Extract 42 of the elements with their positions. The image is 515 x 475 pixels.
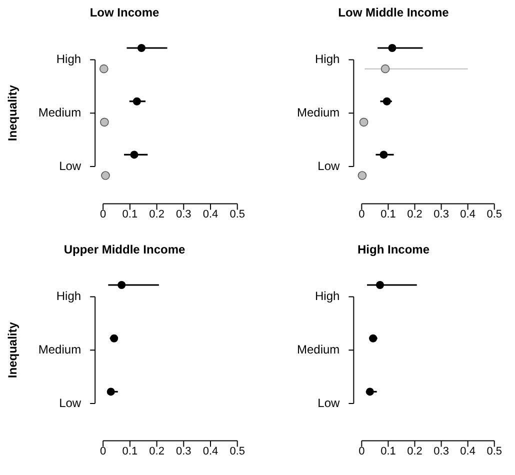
- y-tick-label: Medium: [296, 342, 340, 356]
- x-tick-label: 0.4: [202, 445, 218, 458]
- x-tick-label: 0.2: [407, 208, 422, 220]
- y-tick-label: High: [56, 289, 82, 304]
- x-tick-label: 0.1: [380, 208, 396, 220]
- y-axis-title: Inequality: [6, 322, 20, 378]
- y-tick-label: High: [314, 52, 340, 66]
- y-tick-label: Low: [318, 396, 340, 410]
- chart-title: Low Income: [90, 6, 160, 20]
- x-tick-label: 0: [100, 445, 106, 458]
- x-tick-label: 0: [358, 208, 365, 220]
- x-tick-label: 0.4: [460, 208, 476, 220]
- x-tick-label: 0.1: [122, 445, 138, 458]
- x-tick-label: 0.2: [149, 208, 164, 220]
- chart-title: Upper Middle Income: [64, 242, 186, 257]
- x-tick-label: 0.2: [407, 445, 422, 458]
- x-tick-label: 0.5: [230, 208, 246, 220]
- x-tick-label: 0.2: [149, 445, 164, 458]
- x-tick-label: 0.1: [122, 208, 138, 220]
- y-tick-label: Medium: [38, 342, 82, 356]
- x-tick-label: 0.5: [486, 445, 502, 458]
- y-tick-label: Low: [318, 158, 340, 173]
- x-tick-label: 0.3: [176, 208, 192, 220]
- x-tick-label: 0.3: [176, 445, 192, 458]
- y-tick-label: Medium: [296, 105, 340, 120]
- x-tick-label: 0: [100, 208, 106, 220]
- y-axis-title: Inequality: [6, 84, 20, 142]
- x-tick-label: 0.4: [460, 445, 476, 458]
- y-tick-label: Medium: [38, 105, 82, 120]
- y-tick-label: High: [314, 289, 340, 304]
- x-tick-label: 0.5: [230, 445, 246, 458]
- x-tick-label: 0.5: [486, 208, 502, 220]
- chart-title: High Income: [357, 242, 430, 257]
- x-tick-label: 0.4: [202, 208, 218, 220]
- x-tick-label: 0.3: [434, 208, 449, 220]
- y-tick-label: Low: [59, 158, 82, 173]
- chart-title: Low Middle Income: [338, 6, 450, 20]
- y-tick-label: Low: [59, 396, 82, 410]
- x-tick-label: 0.1: [380, 445, 396, 458]
- x-tick-label: 0.3: [434, 445, 449, 458]
- x-tick-label: 0: [358, 445, 365, 458]
- y-tick-label: High: [56, 52, 82, 66]
